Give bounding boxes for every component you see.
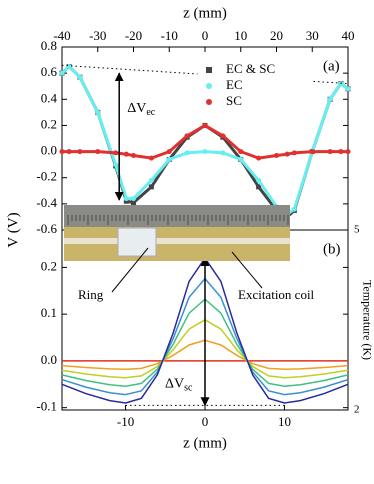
marker <box>327 149 333 155</box>
legend-marker <box>206 99 212 105</box>
x-tick-label: 40 <box>342 28 355 43</box>
y2-axis-label: Temperature (K) <box>360 280 374 360</box>
marker <box>166 149 172 155</box>
marker <box>345 86 351 92</box>
inset-pointer <box>231 251 263 289</box>
y-axis-label: V (V) <box>5 212 21 247</box>
marker <box>220 150 226 156</box>
arrow-label: ΔVec <box>127 101 156 118</box>
marker <box>202 122 208 128</box>
inset-ruler <box>64 205 290 227</box>
y-tick-label: -0.1 <box>36 399 57 414</box>
marker <box>291 150 297 156</box>
marker <box>59 70 65 76</box>
legend-box <box>197 57 313 115</box>
marker <box>131 152 136 158</box>
marker <box>148 177 154 183</box>
marker <box>338 149 344 155</box>
marker <box>95 109 101 115</box>
marker <box>238 156 244 162</box>
panel-label: (a) <box>323 58 340 74</box>
marker <box>274 152 279 158</box>
marker <box>148 155 154 161</box>
y2-tick-label: 5 <box>354 224 360 236</box>
x-tick-label: -30 <box>89 28 106 43</box>
legend-marker <box>206 83 212 89</box>
arrow-label: ΔVsc <box>165 377 193 394</box>
arrow-label-sub: ec <box>146 107 155 118</box>
marker <box>166 156 172 162</box>
x-tick-label: 20 <box>270 28 283 43</box>
marker <box>66 64 72 70</box>
marker <box>148 184 154 190</box>
y-tick-label: 0.2 <box>41 258 57 273</box>
x-tick-label: -10 <box>161 28 178 43</box>
marker <box>66 149 72 155</box>
inset-label: Excitation coil <box>238 287 315 302</box>
x-tick-label: 30 <box>306 28 319 43</box>
marker <box>256 184 262 190</box>
y-tick-label: -0.6 <box>36 221 57 236</box>
x-tick-label: 10 <box>278 414 291 429</box>
marker <box>184 150 190 156</box>
marker <box>113 162 119 168</box>
marker <box>220 133 226 139</box>
y-tick-label: 0.0 <box>41 143 57 158</box>
marker <box>202 149 208 155</box>
marker <box>95 149 101 155</box>
marker <box>284 151 290 157</box>
marker <box>123 198 129 204</box>
x-tick-label: -40 <box>53 28 70 43</box>
marker <box>345 149 351 155</box>
legend-label: EC & SC <box>226 61 275 76</box>
marker <box>123 151 129 157</box>
legend-label: EC <box>226 77 243 92</box>
marker <box>238 149 244 155</box>
x-tick-label: -10 <box>117 414 134 429</box>
y-tick-label: 0.6 <box>41 64 58 79</box>
y2-tick-label: 2 <box>354 404 360 416</box>
x-tick-label: 0 <box>202 414 209 429</box>
y-tick-label: -0.4 <box>36 195 57 210</box>
inset-tube <box>64 238 290 244</box>
inset-label: Ring <box>78 287 104 302</box>
x-axis-label: z (mm) <box>183 435 227 451</box>
marker <box>77 74 83 80</box>
y-tick-label: -0.2 <box>36 169 57 184</box>
marker <box>291 206 297 212</box>
arrow-label-sub: sc <box>184 383 193 394</box>
marker <box>309 149 315 155</box>
marker <box>327 96 333 102</box>
legend-label: SC <box>226 93 242 108</box>
marker <box>113 150 119 156</box>
y-tick-label: 0.2 <box>41 116 57 131</box>
marker <box>77 149 83 155</box>
y-tick-label: 0.0 <box>41 352 57 367</box>
marker <box>59 149 65 155</box>
marker <box>256 155 262 161</box>
marker <box>123 196 129 202</box>
y-tick-label: 0.4 <box>41 90 58 105</box>
x-axis-label: z (mm) <box>183 5 227 21</box>
x-tick-label: 0 <box>202 28 209 43</box>
marker <box>131 196 136 202</box>
marker <box>184 133 190 139</box>
arrow-label-main: ΔV <box>127 101 146 116</box>
x-tick-label: 10 <box>234 28 247 43</box>
legend-marker <box>206 67 212 73</box>
arrow-label-main: ΔV <box>165 377 184 392</box>
inset-ring <box>117 227 157 257</box>
panel-label: (b) <box>323 241 341 257</box>
y-tick-label: 0.8 <box>41 38 57 53</box>
marker <box>131 200 136 206</box>
inset-pointer <box>111 247 149 293</box>
y-tick-label: 0.1 <box>41 305 57 320</box>
x-tick-label: -20 <box>125 28 142 43</box>
marker <box>256 177 262 183</box>
